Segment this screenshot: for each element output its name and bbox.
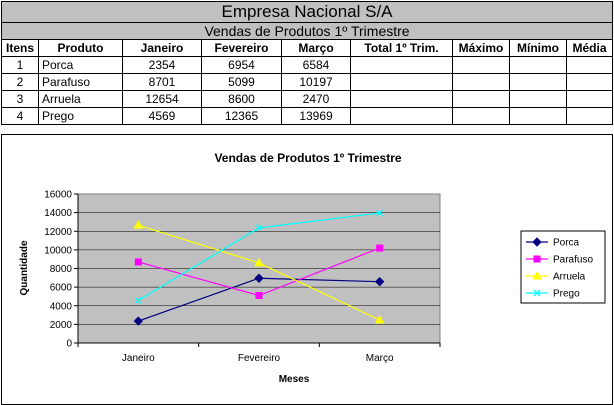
data-point-prego (376, 209, 384, 217)
cell-fevereiro[interactable]: 6954 (201, 56, 282, 74)
data-point-parafuso (255, 292, 263, 300)
cell-media[interactable] (565, 90, 614, 108)
company-title-cell[interactable]: Empresa Nacional S/A (0, 1, 614, 23)
cell-minimo[interactable] (509, 56, 567, 74)
table-row: 2 Parafuso 8701 5099 10197 (1, 73, 614, 91)
legend-label-porca: Porca (553, 238, 580, 249)
y-tick-label: 8000 (50, 264, 73, 275)
data-point-arruela (254, 257, 264, 267)
legend-marker-arruela (532, 270, 542, 280)
y-tick-label: 2000 (50, 320, 73, 331)
sales-subtitle-cell[interactable]: Vendas de Produtos 1º Trimestre (0, 22, 614, 40)
cell-produto[interactable]: Arruela (38, 90, 123, 108)
legend-marker-parafuso (533, 255, 541, 263)
legend-marker-prego (533, 289, 541, 297)
cell-item[interactable]: 1 (1, 56, 39, 74)
cell-maximo[interactable] (452, 107, 510, 125)
cell-fevereiro[interactable]: 8600 (201, 90, 282, 108)
cell-minimo[interactable] (509, 73, 567, 91)
cell-produto[interactable]: Prego (38, 107, 123, 125)
x-tick-label: Fevereiro (238, 353, 281, 364)
header-cell-fevereiro[interactable]: Fevereiro (201, 39, 282, 57)
y-tick-label: 12000 (44, 227, 72, 238)
data-point-porca (133, 316, 144, 326)
data-point-arruela (374, 314, 385, 324)
data-point-arruela (133, 220, 144, 229)
marker-stroke (376, 209, 384, 217)
cell-maximo[interactable] (452, 90, 510, 108)
header-cell-media[interactable]: Média (565, 39, 614, 57)
data-point-porca (254, 273, 264, 283)
cell-produto[interactable]: Parafuso (38, 73, 123, 91)
cell-total[interactable] (350, 107, 453, 125)
x-tick-label: Março (366, 353, 394, 364)
legend-label-arruela: Arruela (553, 272, 586, 283)
y-tick-label: 16000 (44, 190, 72, 201)
y-tick-label: 14000 (44, 208, 72, 219)
legend-marker-porca (532, 237, 542, 247)
header-cell-total[interactable]: Total 1º Trim. (350, 39, 453, 57)
header-cell-maximo[interactable]: Máximo (452, 39, 510, 57)
y-tick-label: 0 (66, 339, 72, 350)
cell-item[interactable]: 4 (1, 107, 39, 125)
cell-item[interactable]: 2 (1, 73, 39, 91)
cell-marco[interactable]: 10197 (281, 73, 351, 91)
cell-total[interactable] (350, 90, 453, 108)
legend-label-prego: Prego (553, 289, 580, 300)
spreadsheet-table: Empresa Nacional S/A Vendas de Produtos … (0, 1, 614, 125)
line-chart: Vendas de Produtos 1º Trimestre 0 2000 400… (19, 151, 606, 385)
header-cell-itens[interactable]: Itens (1, 39, 39, 57)
data-point-parafuso (134, 258, 142, 266)
cell-minimo[interactable] (509, 90, 567, 108)
cell-maximo[interactable] (452, 56, 510, 74)
header-row: Itens Produto Janeiro Fevereiro Março To… (1, 39, 614, 57)
x-tick-label: Janeiro (122, 353, 155, 364)
table-row: 1 Porca 2354 6954 6584 (1, 56, 614, 74)
marker-stroke (533, 289, 541, 297)
header-cell-produto[interactable]: Produto (38, 39, 123, 57)
chart-legend[interactable]: Porca Parafuso Arruela Prego (520, 230, 606, 304)
y-axis-label: Quantidade (19, 240, 30, 295)
cell-janeiro[interactable]: 12654 (122, 90, 202, 108)
cell-item[interactable]: 3 (1, 90, 39, 108)
cell-janeiro[interactable]: 8701 (122, 73, 202, 91)
cell-media[interactable] (565, 107, 614, 125)
data-point-prego (255, 224, 263, 232)
cell-media[interactable] (565, 73, 614, 91)
cell-produto[interactable]: Porca (38, 56, 123, 74)
cell-marco[interactable]: 6584 (281, 56, 351, 74)
y-tick-label: 10000 (44, 245, 72, 256)
header-cell-janeiro[interactable]: Janeiro (122, 39, 202, 57)
data-point-parafuso (376, 244, 384, 252)
data-point-porca (374, 276, 385, 287)
chart-title: Vendas de Produtos 1º Trimestre (214, 151, 401, 165)
cell-marco[interactable]: 2470 (281, 90, 351, 108)
x-axis-label: Meses (279, 374, 310, 385)
cell-janeiro[interactable]: 4569 (122, 107, 202, 125)
table-row: 3 Arruela 12654 8600 2470 (1, 90, 614, 108)
table-row: 4 Prego 4569 12365 13969 (1, 107, 614, 125)
y-tick-label: 6000 (50, 283, 73, 294)
chart-object[interactable]: Vendas de Produtos 1º Trimestre 0 2000 400… (1, 134, 613, 405)
legend-label-parafuso: Parafuso (553, 255, 593, 266)
cell-marco[interactable]: 13969 (281, 107, 351, 125)
cell-maximo[interactable] (452, 73, 510, 91)
header-cell-marco[interactable]: Março (281, 39, 351, 57)
cell-media[interactable] (565, 56, 614, 74)
header-cell-minimo[interactable]: Mínimo (509, 39, 567, 57)
cell-total[interactable] (350, 73, 453, 91)
y-tick-label: 4000 (50, 301, 73, 312)
data-point-prego (134, 296, 142, 304)
cell-fevereiro[interactable]: 12365 (201, 107, 282, 125)
cell-minimo[interactable] (509, 107, 567, 125)
cell-janeiro[interactable]: 2354 (122, 56, 202, 74)
marker-stroke (255, 224, 263, 232)
marker-stroke (134, 296, 142, 304)
cell-fevereiro[interactable]: 5099 (201, 73, 282, 91)
cell-total[interactable] (350, 56, 453, 74)
